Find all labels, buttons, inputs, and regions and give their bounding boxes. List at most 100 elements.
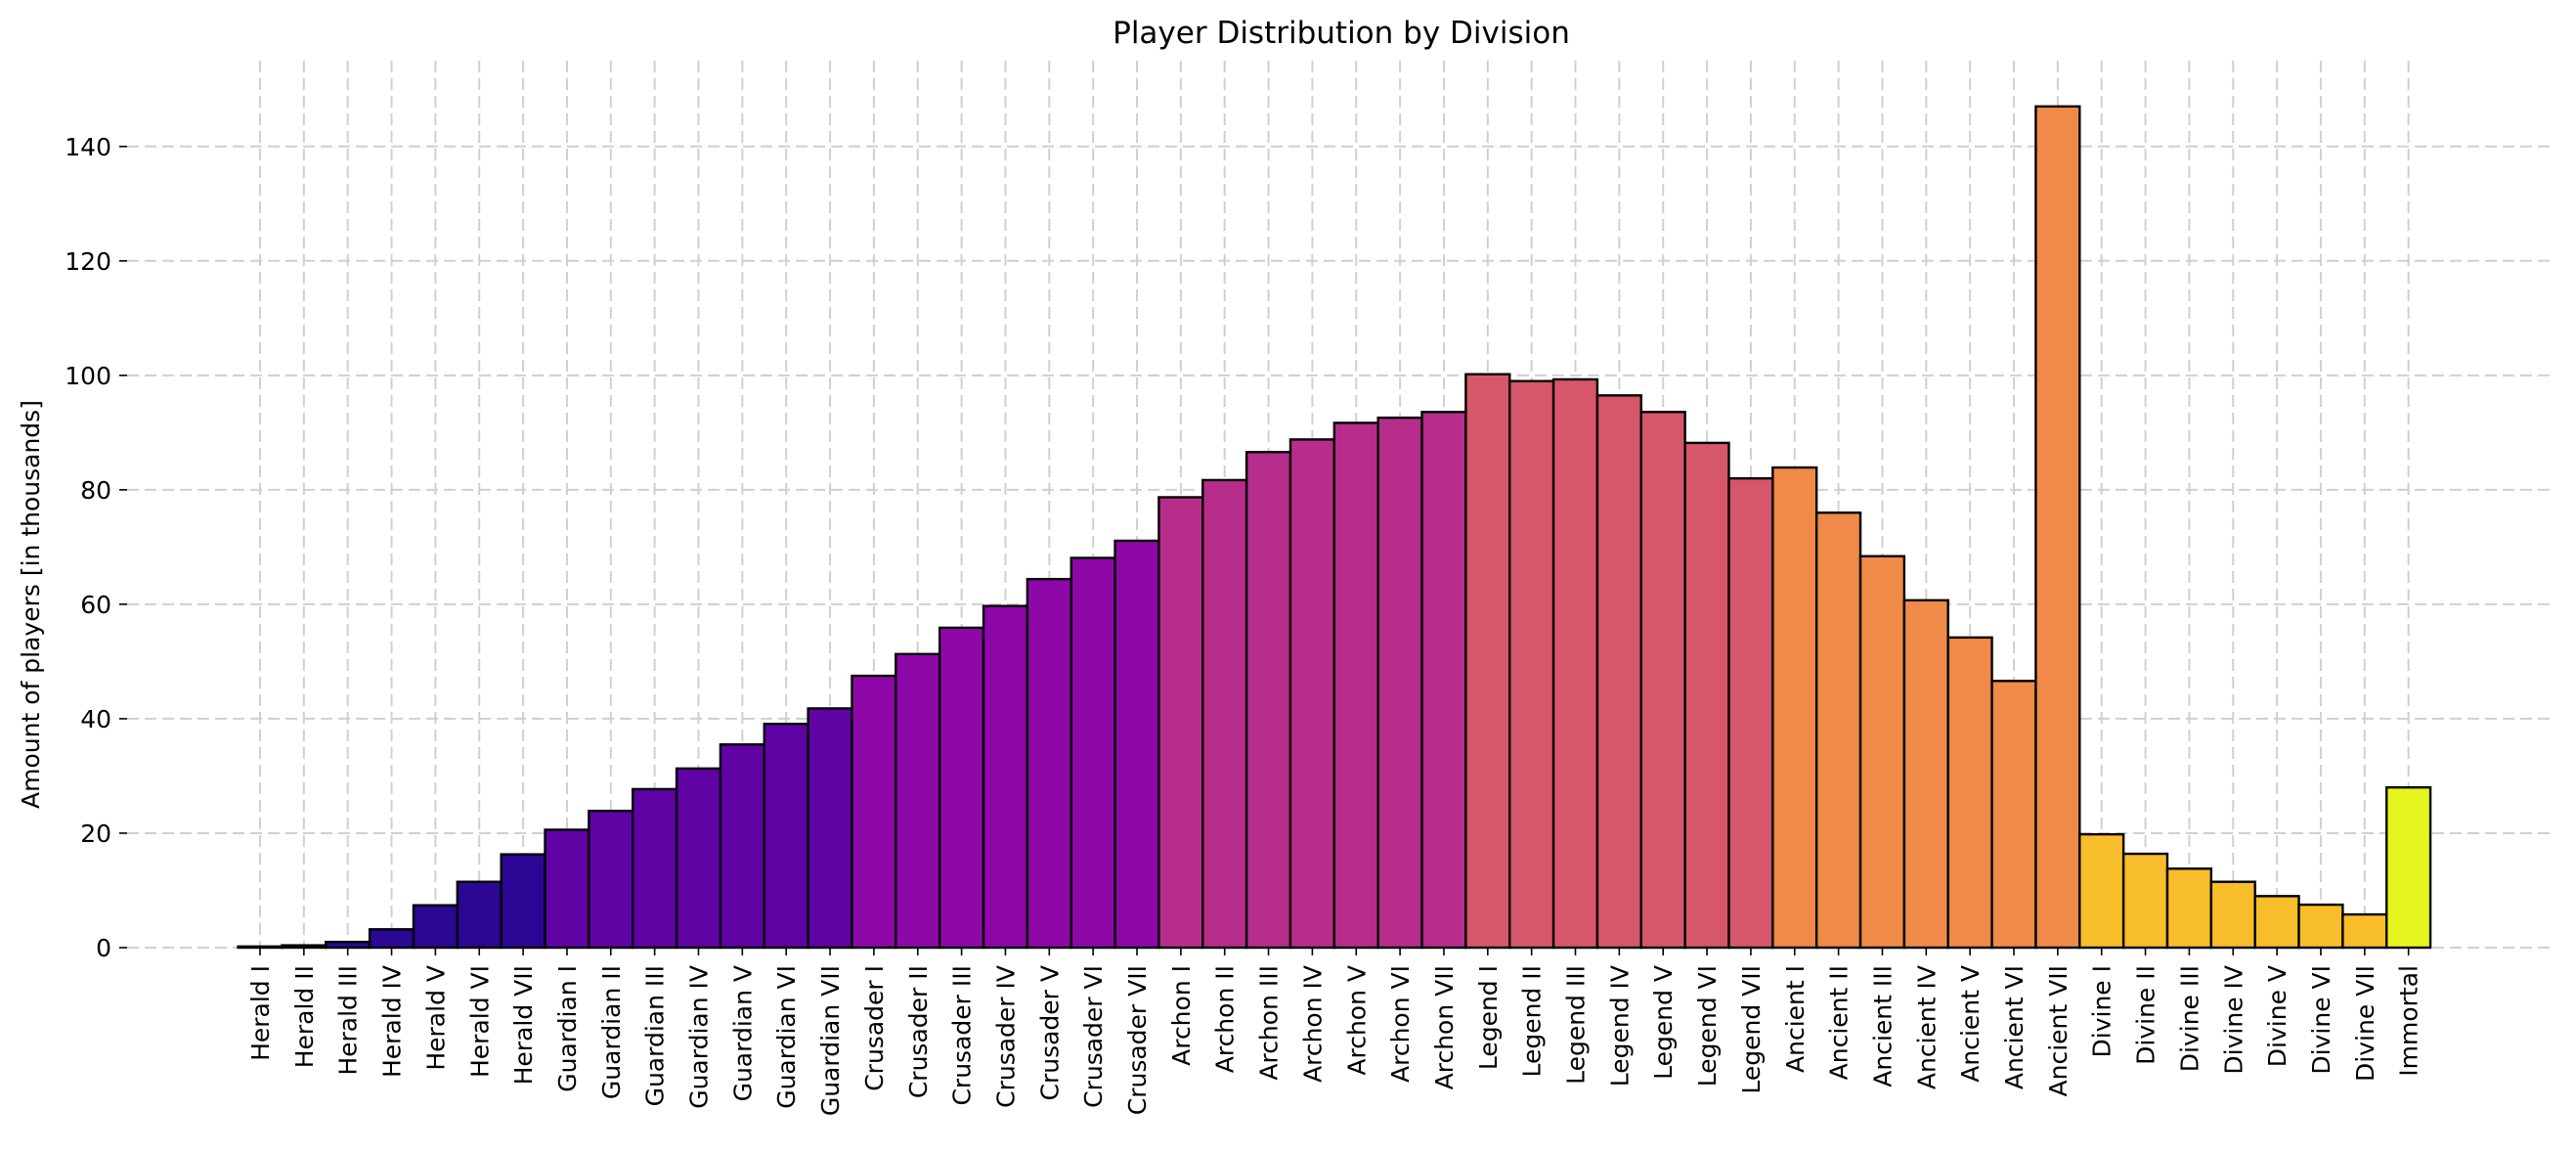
- bar-legend-v: [1639, 411, 1686, 950]
- bar-herald-i: [237, 945, 284, 950]
- bar-layer: [237, 105, 2432, 950]
- x-tick-label: Divine V: [2263, 965, 2292, 1067]
- x-tick-label: Divine III: [2175, 965, 2204, 1072]
- bar-herald-v: [412, 904, 459, 950]
- x-tick-label: Herald III: [334, 965, 363, 1076]
- bar-archon-i: [1157, 496, 1204, 950]
- bar-legend-vii: [1727, 476, 1774, 950]
- x-tick-label: Herald II: [290, 965, 319, 1068]
- x-tick-label: Crusader V: [1035, 965, 1064, 1101]
- y-tick-label: 80: [80, 476, 111, 505]
- bar-divine-vii: [2341, 912, 2388, 950]
- y-tick-label: 100: [65, 362, 111, 390]
- y-axis-label: Amount of players [in thousands]: [17, 400, 45, 809]
- bar-legend-vi: [1683, 441, 1730, 950]
- x-tick-label: Guardian IV: [685, 965, 714, 1109]
- bar-divine-v: [2253, 895, 2300, 950]
- x-tick-label: Archon IV: [1298, 965, 1327, 1083]
- bar-archon-vii: [1420, 411, 1467, 950]
- bar-herald-ii: [281, 944, 327, 950]
- x-tick-label: Divine II: [2132, 965, 2161, 1065]
- bar-guardian-iv: [675, 767, 722, 950]
- bar-herald-vi: [456, 880, 502, 950]
- x-tick-label: Ancient II: [1825, 965, 1854, 1080]
- x-tick-label: Divine VI: [2307, 965, 2336, 1075]
- x-tick-label: Herald VII: [509, 965, 538, 1085]
- bar-divine-i: [2078, 832, 2125, 950]
- x-tick-label: Archon III: [1255, 965, 1284, 1081]
- bar-crusader-i: [851, 674, 897, 950]
- x-tick-label: Crusader I: [860, 965, 889, 1091]
- bar-ancient-vii: [2034, 105, 2081, 950]
- x-tick-label: Crusader VII: [1123, 965, 1152, 1115]
- bar-guardian-vi: [763, 723, 809, 950]
- x-tick-label: Ancient V: [1956, 965, 1985, 1083]
- bar-herald-iv: [368, 928, 415, 950]
- x-tick-label: Herald V: [421, 965, 450, 1071]
- x-tick-label: Legend V: [1649, 965, 1678, 1080]
- x-tick-label: Guardian I: [553, 965, 582, 1092]
- x-tick-label: Crusader II: [904, 965, 933, 1098]
- bar-divine-ii: [2121, 852, 2169, 950]
- x-tick-label: Divine VII: [2351, 965, 2380, 1082]
- y-tick-label: 40: [80, 705, 111, 733]
- x-tick-label: Guardian VI: [772, 965, 801, 1109]
- x-tick-label: Archon VII: [1430, 965, 1459, 1089]
- x-tick-label: Ancient VII: [2044, 965, 2073, 1096]
- x-tick-label: Archon II: [1211, 965, 1240, 1073]
- bar-crusader-vii: [1113, 539, 1160, 950]
- x-tick-label: Herald IV: [378, 965, 407, 1078]
- bar-crusader-ii: [895, 652, 941, 950]
- grid-layer: [127, 61, 2554, 949]
- x-tick-label: Legend I: [1474, 965, 1503, 1070]
- bar-crusader-iv: [982, 604, 1029, 950]
- x-tick-label: Divine I: [2088, 965, 2117, 1057]
- bar-ancient-i: [1771, 466, 1818, 950]
- x-tick-label: Legend VII: [1737, 965, 1766, 1094]
- bar-guardian-vii: [807, 707, 853, 950]
- x-tick-label: Guardian V: [728, 965, 757, 1101]
- x-tick-label: Herald VI: [465, 965, 494, 1078]
- x-tick-label: Guardian VII: [816, 965, 845, 1116]
- x-tick-label: Divine IV: [2219, 965, 2248, 1075]
- bar-ancient-v: [1946, 636, 1993, 950]
- x-tick-label: Guardian II: [597, 965, 626, 1099]
- bar-archon-v: [1332, 421, 1379, 950]
- bar-ancient-iii: [1858, 554, 1906, 950]
- x-tick-label: Herald I: [246, 965, 275, 1061]
- bar-guardian-iii: [632, 787, 678, 950]
- y-axis-ticks: 0 20 40 60 80 100 120 140: [65, 133, 127, 962]
- x-tick-label: Ancient IV: [1912, 965, 1941, 1089]
- bar-crusader-v: [1026, 577, 1072, 950]
- bar-archon-ii: [1201, 478, 1248, 950]
- bar-legend-iv: [1595, 394, 1642, 950]
- x-tick-label: Archon I: [1167, 965, 1196, 1066]
- bar-guardian-ii: [588, 809, 634, 950]
- bar-legend-iii: [1551, 377, 1599, 950]
- x-tick-label: Legend VI: [1693, 965, 1722, 1086]
- x-tick-label: Legend II: [1518, 965, 1547, 1078]
- bar-guardian-i: [544, 828, 590, 950]
- bar-archon-iv: [1288, 438, 1336, 950]
- bar-divine-iii: [2165, 867, 2213, 950]
- bar-ancient-iv: [1902, 599, 1949, 950]
- bar-archon-vi: [1376, 416, 1423, 950]
- x-tick-label: Crusader III: [948, 965, 977, 1106]
- bar-archon-iii: [1244, 451, 1292, 950]
- bar-guardian-v: [719, 743, 765, 950]
- bar-ancient-vi: [1990, 680, 2037, 950]
- x-tick-label: Ancient I: [1781, 965, 1810, 1073]
- bar-crusader-vi: [1070, 556, 1116, 950]
- x-axis-ticks: Herald I Herald II Herald III Herald IV Hera…: [246, 948, 2423, 1116]
- bar-legend-ii: [1508, 379, 1555, 950]
- x-tick-label: Immortal: [2395, 965, 2423, 1077]
- x-tick-label: Archon V: [1342, 965, 1371, 1076]
- bar-ancient-ii: [1814, 511, 1862, 950]
- bar-legend-i: [1464, 373, 1511, 950]
- bar-divine-iv: [2209, 880, 2256, 950]
- x-tick-label: Guardian III: [641, 965, 670, 1106]
- chart-title: Player Distribution by Division: [1113, 16, 1570, 51]
- y-tick-label: 20: [80, 820, 111, 848]
- bar-immortal: [2385, 785, 2432, 950]
- x-tick-label: Legend IV: [1605, 965, 1634, 1086]
